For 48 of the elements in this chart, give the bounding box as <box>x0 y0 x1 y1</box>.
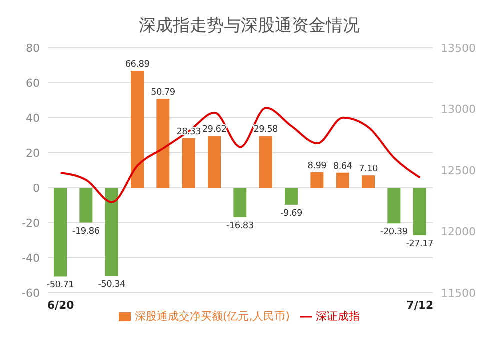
data-label: -20.39 <box>380 228 408 238</box>
bar <box>208 136 221 188</box>
data-label: 8.99 <box>308 161 328 172</box>
data-label: -9.69 <box>280 208 303 219</box>
y-tick-label: -20 <box>22 216 40 230</box>
data-label: -50.71 <box>46 280 74 291</box>
y2-tick-label: 12500 <box>441 164 476 178</box>
bar <box>413 188 426 236</box>
data-label: 50.79 <box>151 88 176 98</box>
bar <box>54 188 67 277</box>
bar <box>105 188 118 276</box>
y-tick-label: 60 <box>26 76 40 90</box>
legend-label: 深证成指 <box>316 310 360 323</box>
bar <box>259 136 272 188</box>
data-label: -27.17 <box>406 240 434 250</box>
bar <box>388 188 401 224</box>
bar <box>285 188 298 205</box>
bar <box>336 172 350 188</box>
bar <box>131 70 144 188</box>
data-label: -16.83 <box>226 221 254 232</box>
y-tick-label: 40 <box>26 112 40 125</box>
x-tick-label: 7/12 <box>406 298 434 312</box>
data-label: 29.58 <box>254 125 279 136</box>
bar <box>156 99 170 188</box>
data-label: 7.10 <box>359 164 378 175</box>
y2-tick-label: 13500 <box>441 42 476 55</box>
data-label: 66.89 <box>125 60 150 70</box>
chart-title: 深成指走势与深股通资金情况 <box>138 15 361 38</box>
bar <box>310 172 324 188</box>
bar <box>80 188 93 223</box>
data-label: -50.34 <box>98 280 126 290</box>
bar <box>234 188 247 218</box>
y-tick-label: 80 <box>26 42 40 55</box>
data-label: 29.62 <box>202 125 227 136</box>
y-tick-label: -60 <box>22 286 40 300</box>
data-label: -19.86 <box>72 226 100 237</box>
bar <box>182 138 196 188</box>
bar <box>362 176 375 188</box>
y2-tick-label: 13000 <box>441 103 476 116</box>
x-tick-label: 6/20 <box>47 298 75 312</box>
data-label: 8.64 <box>333 162 353 172</box>
y-tick-label: 20 <box>26 146 40 160</box>
y-tick-label: 0 <box>33 182 40 195</box>
line-series <box>60 107 422 204</box>
y2-tick-label: 11500 <box>441 286 476 300</box>
y-tick-label: -40 <box>22 252 40 265</box>
y2-tick-label: 12000 <box>441 226 476 239</box>
legend-label: 深股通成交净买额(亿元,人民币) <box>134 310 290 323</box>
